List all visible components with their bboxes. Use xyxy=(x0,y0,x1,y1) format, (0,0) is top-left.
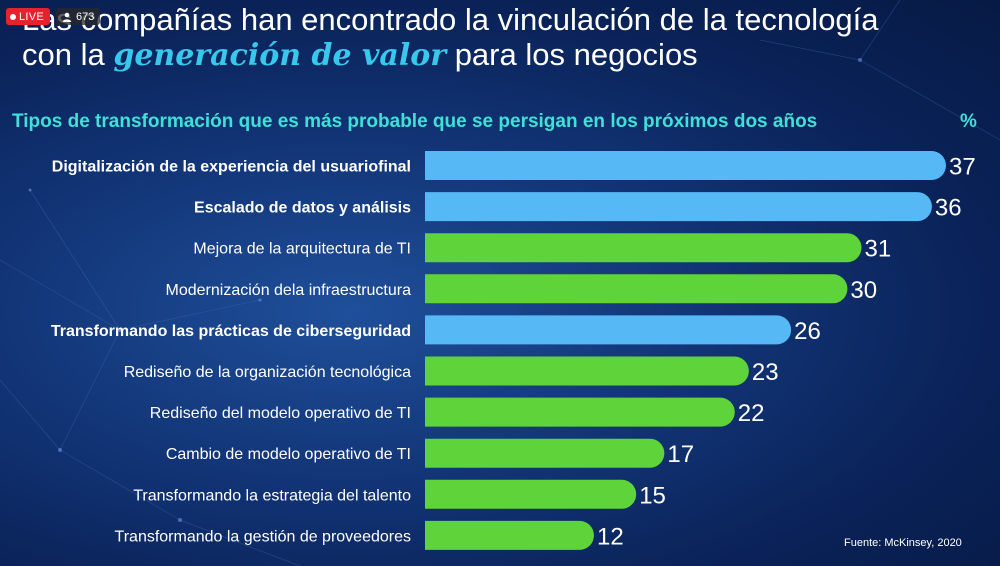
headline-line-2: con la generación de valor para los nego… xyxy=(22,37,982,73)
category-label: Mejora de la arquitectura de TI xyxy=(193,241,411,258)
source-note: Fuente: McKinsey, 2020 xyxy=(844,537,962,549)
category-label: Rediseño del modelo operativo de TI xyxy=(150,405,411,422)
bar xyxy=(425,274,848,304)
category-label: Modernización dela infraestructura xyxy=(166,282,412,299)
viewer-count-badge: 673 xyxy=(56,8,101,25)
value-label: 23 xyxy=(752,359,779,386)
value-label: 30 xyxy=(850,277,877,304)
bar xyxy=(425,151,946,180)
headline-line-1: Las compañías han encontrado la vinculac… xyxy=(22,2,879,37)
live-label: LIVE xyxy=(19,10,45,23)
value-label: 15 xyxy=(639,482,666,509)
bar xyxy=(425,233,862,263)
category-label: Cambio de modelo operativo de TI xyxy=(166,446,411,463)
bar xyxy=(425,315,792,345)
bar xyxy=(425,397,735,427)
category-label: Escalado de datos y análisis xyxy=(194,200,411,217)
viewer-count: 673 xyxy=(76,10,95,23)
value-label: 22 xyxy=(738,400,765,427)
value-label: 12 xyxy=(597,523,624,550)
bar xyxy=(425,438,665,468)
live-badge: LIVE xyxy=(6,8,51,25)
live-dot-icon xyxy=(10,13,16,20)
headline-suffix: para los negocios xyxy=(446,37,698,72)
headline-highlight: generación de valor xyxy=(113,38,447,73)
chart-title: Tipos de transformación que es más proba… xyxy=(12,111,818,132)
bar xyxy=(425,192,932,222)
headline-prefix: con la xyxy=(22,37,114,72)
unit-label: % xyxy=(960,111,977,132)
bar xyxy=(425,356,749,386)
category-label: Transformando las prácticas de cibersegu… xyxy=(51,323,411,340)
value-label: 37 xyxy=(949,154,976,181)
bar xyxy=(425,479,637,509)
category-label: Digitalización de la experiencia del usu… xyxy=(52,159,411,176)
value-label: 26 xyxy=(794,318,821,345)
category-label: Transformando la gestión de proveedores xyxy=(115,528,411,545)
value-label: 36 xyxy=(935,195,962,222)
value-label: 31 xyxy=(865,236,892,263)
bar xyxy=(425,520,594,550)
headline: Las compañías han encontrado la vinculac… xyxy=(22,2,982,73)
category-label: Rediseño de la organización tecnológica xyxy=(124,364,411,381)
person-icon xyxy=(62,12,72,22)
category-label: Transformando la estrategia del talento xyxy=(133,487,411,504)
value-label: 17 xyxy=(667,441,694,468)
